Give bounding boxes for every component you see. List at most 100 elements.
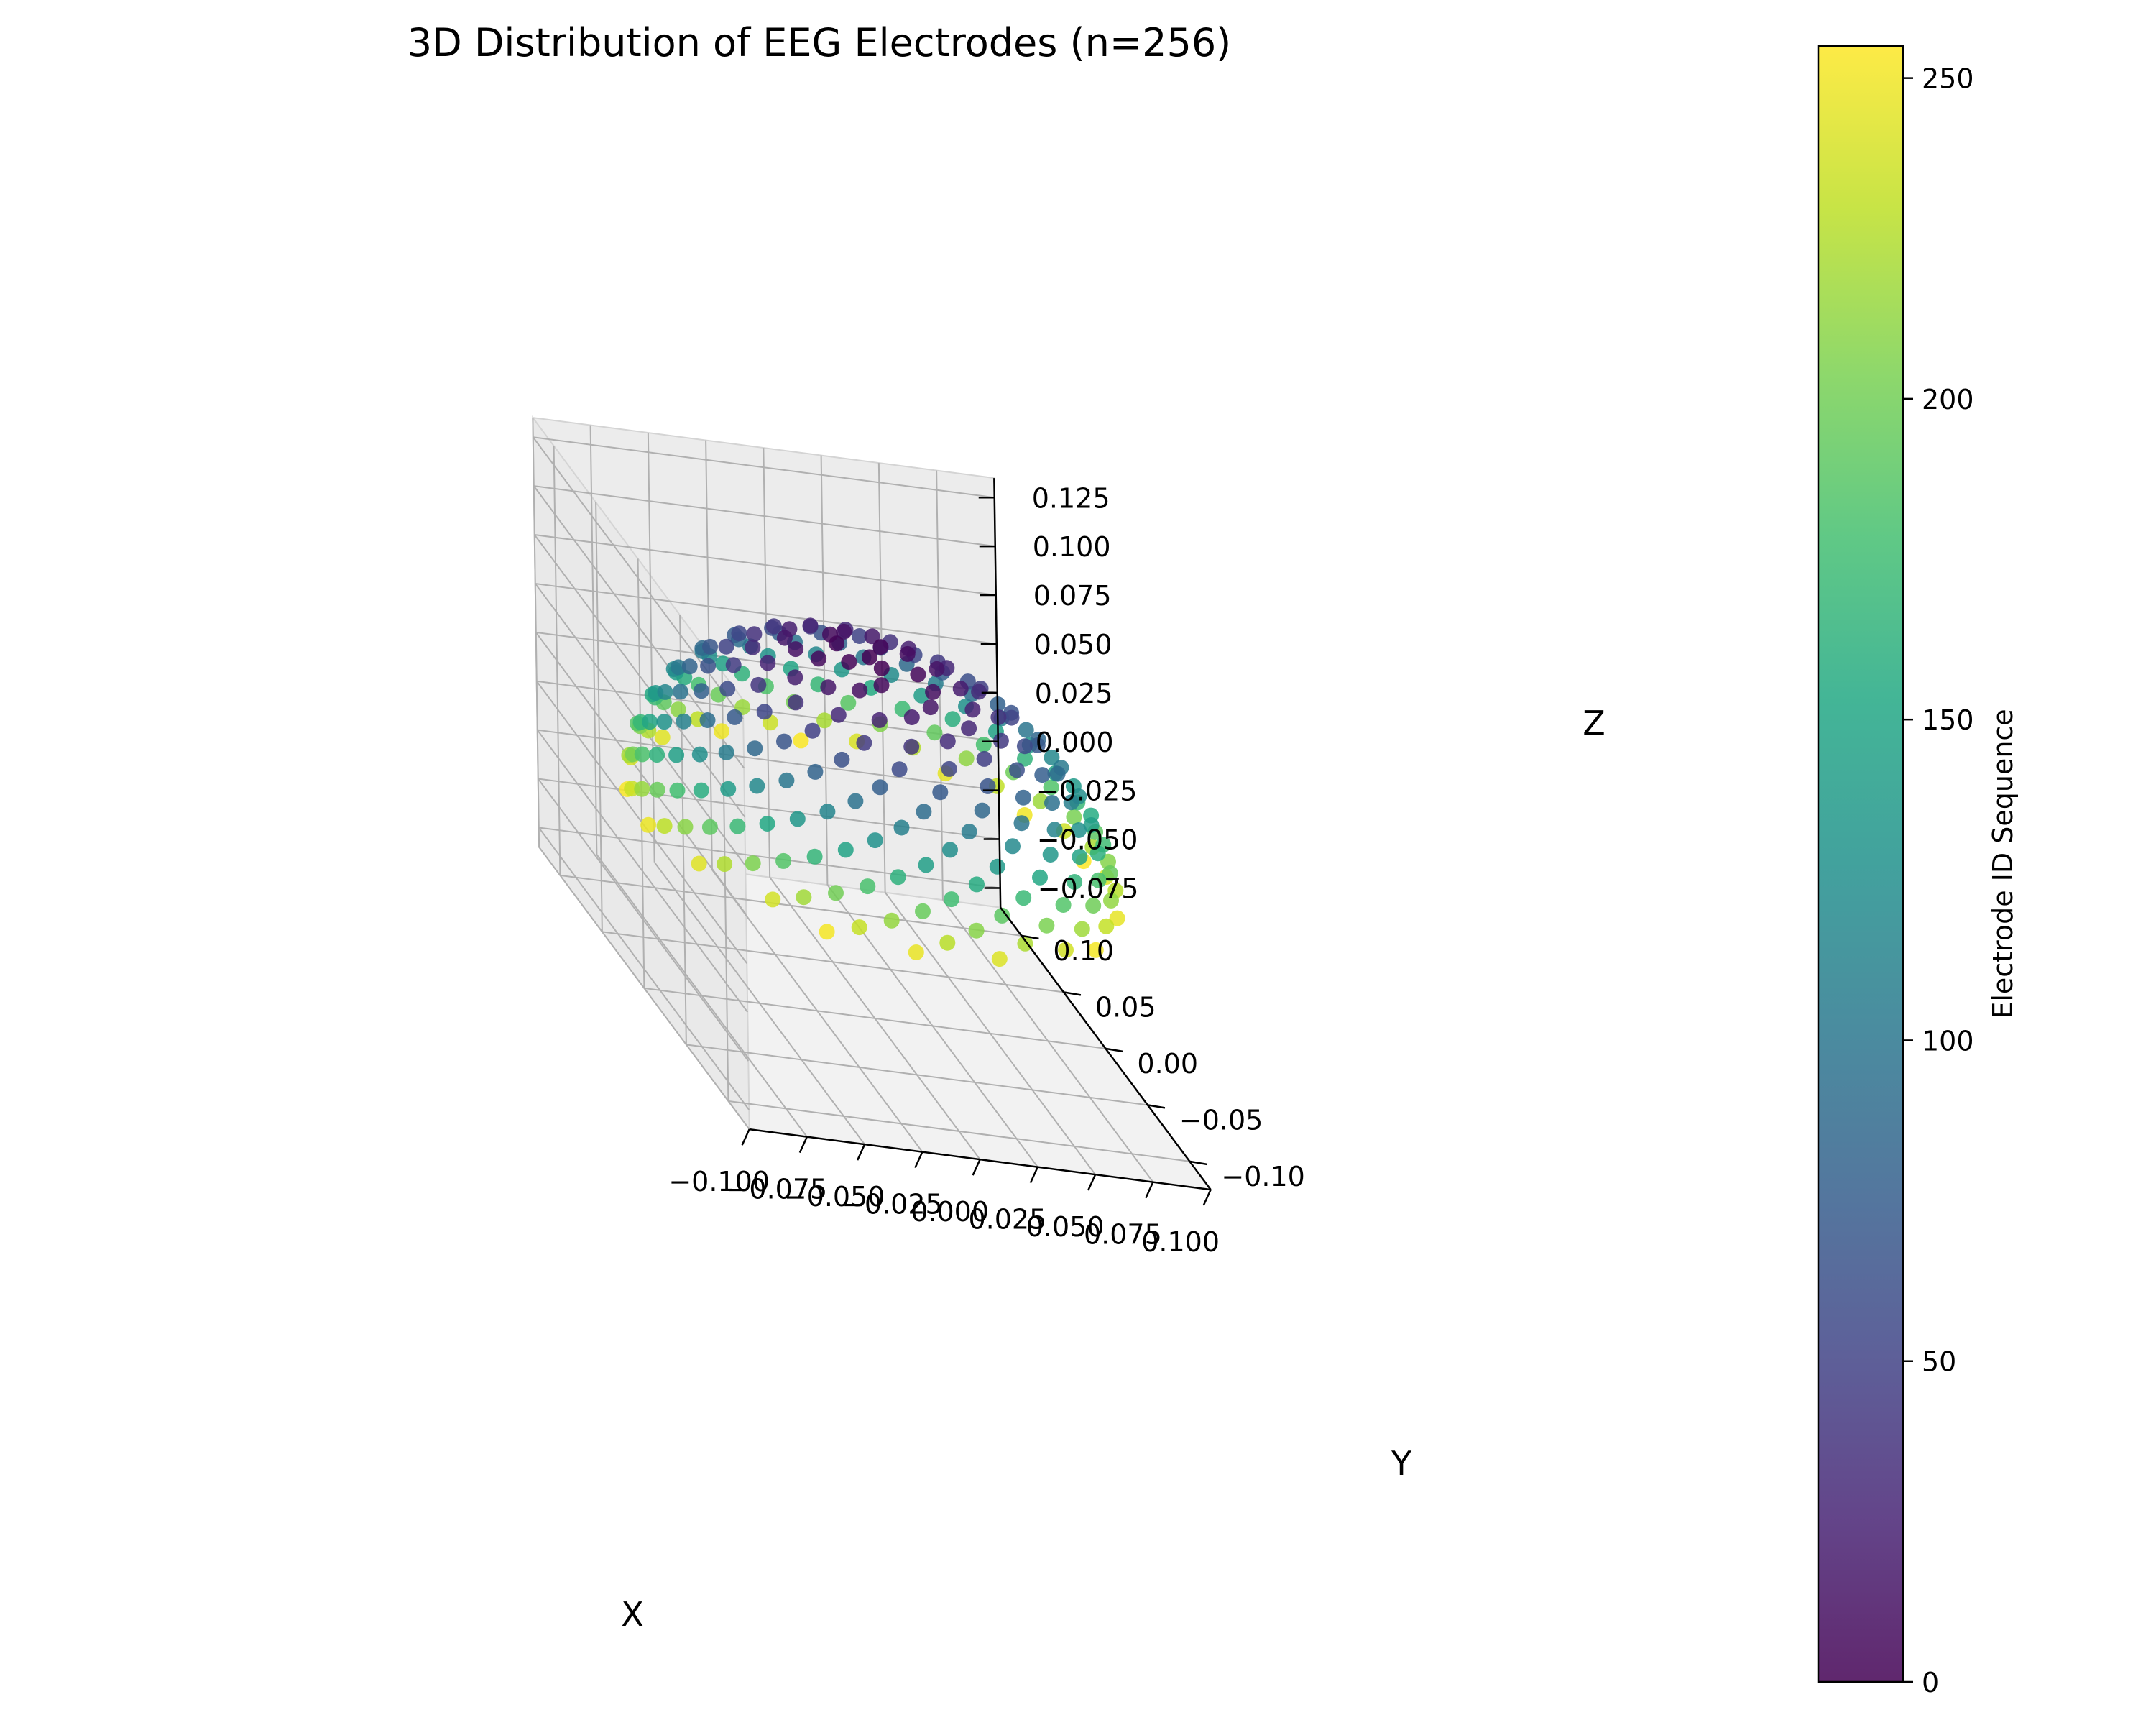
y-tick (1063, 991, 1082, 996)
electrode-point (811, 650, 827, 667)
gridline-y-floor (728, 1100, 1190, 1162)
electrode-point (793, 732, 809, 749)
electrode-point (1042, 847, 1059, 862)
electrode-point (860, 878, 876, 895)
electrode-point (871, 712, 888, 728)
gridline-z-back (534, 534, 996, 597)
electrode-point (714, 723, 730, 740)
electrode-point (864, 628, 880, 645)
x-tick (857, 1144, 866, 1161)
electrode-point (693, 782, 709, 799)
electrode-point (1098, 918, 1115, 934)
electrode-point (681, 658, 698, 675)
x-tick (1145, 1182, 1154, 1199)
electrode-point (1044, 795, 1060, 811)
electrode-point (910, 666, 926, 683)
electrode-point (830, 707, 847, 723)
electrode-point (1087, 942, 1104, 958)
electrode-point (776, 733, 792, 750)
electrode-point (760, 655, 776, 671)
gridline-z-back (538, 778, 1000, 840)
electrode-point (992, 732, 1009, 749)
y-tick-label: 0.00 (1137, 1048, 1198, 1080)
electrode-point (717, 856, 733, 873)
colorbar-tick-label: 200 (1922, 384, 1974, 415)
gridline-z-left (537, 778, 750, 1062)
electrode-point (776, 630, 793, 646)
electrode-point (1003, 709, 1020, 726)
electrode-point (1043, 779, 1059, 796)
gridline-y-floor (686, 1044, 1148, 1106)
electrode-point (634, 781, 650, 797)
x-tick (1087, 1174, 1097, 1191)
y-tick-label: −0.05 (1179, 1104, 1263, 1136)
electrode-point (642, 714, 658, 730)
electrode-point (969, 876, 985, 893)
electrode-point (964, 702, 981, 718)
colorbar-label: Electrode ID Sequence (1987, 709, 2019, 1018)
colorbar-tick-label: 50 (1922, 1346, 1956, 1378)
x-tick (798, 1136, 808, 1154)
electrode-point (806, 848, 823, 865)
electrode-point (725, 657, 742, 673)
electrode-point (873, 677, 890, 694)
electrode-point (941, 760, 957, 777)
x-tick-label: 0.025 (969, 1204, 1047, 1236)
electrode-point (1074, 921, 1090, 937)
electrode-point (899, 645, 916, 662)
electrode-point (893, 819, 910, 836)
electrode-point (939, 733, 956, 750)
electrode-point (834, 751, 850, 768)
electrode-point (1046, 822, 1063, 838)
electrode-point (750, 676, 767, 693)
y-tick (1021, 934, 1039, 940)
electrode-point (1066, 809, 1082, 825)
electrode-point (976, 750, 992, 767)
electrode-point (847, 793, 864, 809)
electrode-point (787, 669, 803, 686)
electrode-point (1038, 917, 1055, 934)
electrode-point (676, 713, 692, 730)
electrode-point (1034, 767, 1051, 783)
electrode-point (668, 747, 685, 763)
chart-title: 3D Distribution of EEG Electrodes (n=256… (407, 20, 1232, 65)
electrode-point (765, 618, 782, 635)
z-tick-label: 0.000 (1036, 727, 1114, 758)
electrode-point (1109, 910, 1125, 926)
z-tick-label: −0.075 (1038, 873, 1139, 904)
electrode-point (903, 738, 920, 755)
x-axis-label: X (621, 1595, 644, 1634)
electrode-point (862, 649, 877, 666)
electrode-point (1085, 898, 1102, 914)
y-tick (1147, 1104, 1166, 1109)
gridline-z-left (536, 730, 749, 1013)
electrode-point (837, 842, 854, 858)
electrode-point (890, 869, 906, 886)
z-tick-label: 0.050 (1034, 629, 1112, 661)
electrode-point (756, 704, 773, 720)
electrode-point (944, 711, 961, 727)
y-tick (1189, 1160, 1207, 1166)
electrode-point (820, 679, 837, 696)
colorbar: 0 50 100 150 200 250 Electrode ID Sequence (1817, 45, 2019, 1698)
electrode-point (851, 919, 867, 936)
electrode-point (903, 709, 920, 725)
electrode-point (1055, 897, 1072, 913)
z-tick-label: −0.050 (1037, 824, 1138, 856)
y-tick (1105, 1047, 1123, 1053)
electrode-point (971, 684, 987, 700)
electrode-point (926, 724, 943, 741)
electrode-point (1063, 794, 1079, 811)
electrode-point (1009, 762, 1025, 778)
gridline-z-left (535, 632, 747, 915)
gridline-z-back (537, 729, 999, 791)
electrode-point (691, 746, 708, 763)
electrode-point (759, 816, 775, 832)
electrode-point (788, 641, 804, 658)
electrode-point (789, 811, 806, 827)
colorbar-tick-label: 100 (1922, 1025, 1974, 1057)
electrode-point (731, 625, 747, 642)
electrode-point (942, 842, 958, 858)
electrode-point (745, 639, 761, 656)
electrode-point (657, 684, 673, 700)
